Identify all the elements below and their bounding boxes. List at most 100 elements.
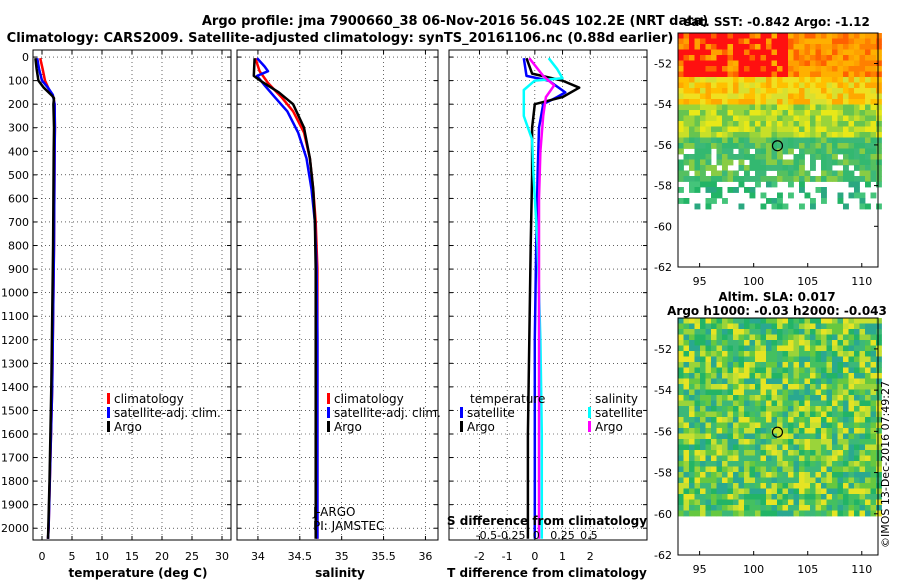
- x-tick-label: 30: [215, 550, 229, 563]
- legend-label-argo: Argo: [334, 420, 362, 434]
- sst-map: -52 -54 -56 -58 -60 -62 95 100 105 110: [654, 32, 882, 288]
- lat-tick-label: -62: [654, 261, 672, 274]
- y-tick-label: 600: [8, 192, 29, 205]
- series-line-argo: [34, 58, 56, 539]
- legend-label-sal-argo: Argo: [595, 420, 623, 434]
- s-diff-tick-label: 0.5: [580, 529, 598, 542]
- legend-swatch-climatology: [107, 393, 110, 404]
- t-difference-axis-label: T difference from climatology: [447, 566, 647, 580]
- legend-swatch-temp-argo: [460, 421, 463, 432]
- salinity-panel: 34 34.5 35 35.5 36: [236, 49, 439, 563]
- sla-map-title: Altim. SLA: 0.017: [718, 290, 835, 304]
- y-tick-label: 500: [8, 169, 29, 182]
- y-tick-label: 1300: [1, 357, 29, 370]
- legend-swatch-satellite: [107, 407, 110, 418]
- legend-label-argo: Argo: [114, 420, 142, 434]
- lon-tick-label: 110: [851, 563, 872, 576]
- x-tick-label: 20: [155, 550, 169, 563]
- lon-tick-label: 110: [851, 275, 872, 288]
- difference-legend: temperature salinity satellite Argo sate…: [460, 392, 643, 434]
- lon-tick-label: 95: [693, 275, 707, 288]
- y-tick-label: 800: [8, 240, 29, 253]
- map-cells: [678, 33, 882, 210]
- legend-label-satellite: satellite-adj. clim.: [334, 406, 441, 420]
- legend-label-climatology: climatology: [334, 392, 404, 406]
- lat-tick-label: -56: [654, 425, 672, 438]
- s-difference-axis-label: S difference from climatology: [447, 514, 647, 528]
- lat-tick-label: -60: [654, 220, 672, 233]
- series-line-argo: [252, 58, 317, 539]
- legend-heading-salinity: salinity: [595, 392, 638, 406]
- series-line-satellite-adj-clim-: [255, 57, 319, 539]
- y-tick-label: 400: [8, 145, 29, 158]
- lat-tick-label: -54: [654, 98, 672, 111]
- legend-heading-temperature: temperature: [470, 392, 545, 406]
- legend-label-temp-argo: Argo: [467, 420, 495, 434]
- s-diff-tick-label: -0.5: [476, 529, 497, 542]
- y-tick-label: 1500: [1, 404, 29, 417]
- x-tick-label: 25: [185, 550, 199, 563]
- s-diff-tick-label: 0: [533, 529, 540, 542]
- y-tick-label: 1000: [1, 287, 29, 300]
- legend-label-sal-satellite: satellite: [595, 406, 643, 420]
- lat-tick-label: -52: [654, 58, 672, 71]
- x-tick-label: 2: [587, 550, 594, 563]
- legend-label-satellite: satellite-adj. clim.: [114, 406, 221, 420]
- lon-tick-label: 100: [743, 275, 764, 288]
- legend-swatch-satellite: [327, 407, 330, 418]
- x-tick-label: 10: [95, 550, 109, 563]
- y-tick-label: 1400: [1, 381, 29, 394]
- x-tick-label: 0: [531, 550, 538, 563]
- y-tick-label: 300: [8, 122, 29, 135]
- y-tick-label: 2000: [1, 522, 29, 535]
- temperature-panel: 0100200300400500600700800900100011001200…: [1, 49, 232, 563]
- temperature-legend: climatology satellite-adj. clim. Argo: [107, 392, 221, 434]
- legend-swatch-temp-satellite: [460, 407, 463, 418]
- x-tick-label: 35: [335, 550, 349, 563]
- legend-label-climatology: climatology: [114, 392, 184, 406]
- lat-tick-label: -52: [654, 343, 672, 356]
- y-tick-label: 1100: [1, 310, 29, 323]
- plot-frame: [448, 49, 648, 541]
- y-tick-label: 0: [22, 51, 29, 64]
- annotation-pi: PI: JAMSTEC: [313, 519, 384, 533]
- x-tick-label: 15: [125, 550, 139, 563]
- y-tick-label: 700: [8, 216, 29, 229]
- sst-map-title: sat. SST: -0.842 Argo: -1.12: [684, 15, 870, 29]
- lon-tick-label: 100: [743, 563, 764, 576]
- salinity-axis-label: salinity: [315, 566, 365, 580]
- argo-location-marker: [771, 140, 784, 152]
- title-line-1: Argo profile: jma 7900660_38 06-Nov-2016…: [202, 14, 708, 29]
- salinity-legend: climatology satellite-adj. clim. Argo: [327, 392, 441, 434]
- x-tick-label: 0: [39, 550, 46, 563]
- y-tick-label: 100: [8, 75, 29, 88]
- series-line-salinity-satellite: [522, 57, 564, 539]
- x-tick-label: 34: [251, 550, 265, 563]
- map-cells: [678, 318, 882, 517]
- lat-tick-label: -60: [654, 508, 672, 521]
- x-tick-label: 1: [559, 550, 566, 563]
- y-tick-label: 900: [8, 263, 29, 276]
- sla-map-subtitle: Argo h1000: -0.03 h2000: -0.043: [667, 304, 887, 318]
- lon-tick-label: 105: [797, 563, 818, 576]
- lat-tick-label: -58: [654, 180, 672, 193]
- lat-tick-label: -56: [654, 139, 672, 152]
- series-line-salinity-argo: [528, 57, 556, 539]
- y-tick-label: 1900: [1, 499, 29, 512]
- y-tick-label: 1700: [1, 452, 29, 465]
- y-tick-label: 200: [8, 98, 29, 111]
- x-tick-label: 5: [69, 550, 76, 563]
- x-tick-label: -1: [502, 550, 513, 563]
- y-tick-label: 1600: [1, 428, 29, 441]
- annotation-j-argo: J-ARGO: [312, 505, 355, 519]
- x-tick-label: -2: [474, 550, 485, 563]
- legend-swatch-sal-satellite: [588, 407, 591, 418]
- legend-swatch-argo: [327, 421, 330, 432]
- legend-swatch-argo: [107, 421, 110, 432]
- lat-tick-label: -58: [654, 467, 672, 480]
- s-diff-tick-label: 0.25: [550, 529, 575, 542]
- temperature-axis-label: temperature (deg C): [69, 566, 208, 580]
- title-line-2: Climatology: CARS2009. Satellite-adjuste…: [7, 31, 674, 46]
- lon-tick-label: 95: [693, 563, 707, 576]
